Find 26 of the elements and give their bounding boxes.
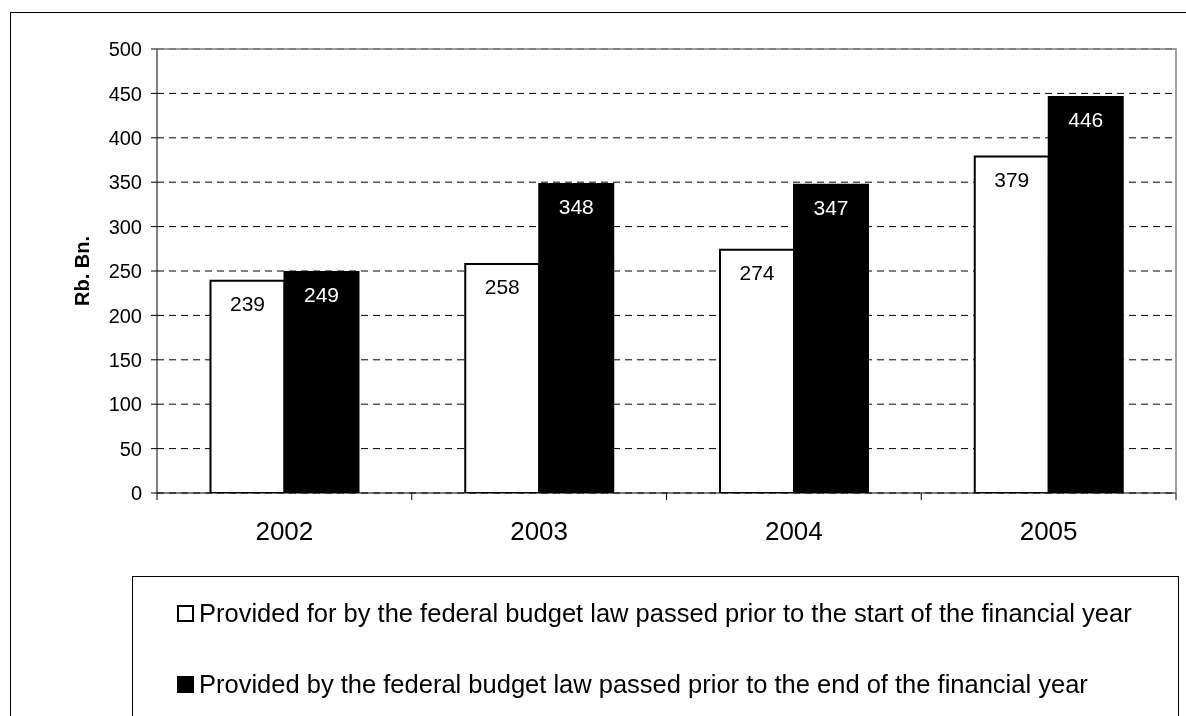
- y-tick-label: 350: [108, 171, 142, 194]
- data-label: 347: [813, 196, 849, 220]
- data-label: 446: [1068, 108, 1104, 132]
- y-tick-label: 100: [108, 393, 142, 416]
- y-tick-label: 500: [108, 38, 142, 61]
- y-tick-label: 200: [108, 304, 142, 327]
- data-label: 379: [994, 167, 1030, 191]
- x-tick-label: 2005: [1019, 516, 1078, 547]
- legend-label: Provided by the federal budget law passed prior to the end of the financial year: [199, 669, 1088, 699]
- x-tick-label: 2004: [764, 516, 823, 547]
- y-tick-label: 400: [108, 126, 142, 149]
- data-label: 249: [303, 283, 340, 307]
- data-label: 348: [558, 195, 594, 219]
- y-tick-label: 0: [130, 482, 142, 505]
- data-label: 239: [229, 292, 266, 316]
- data-label: 258: [484, 275, 520, 299]
- x-tick-label: 2003: [510, 516, 569, 547]
- y-tick-label: 150: [108, 348, 142, 371]
- data-label: 274: [739, 261, 775, 285]
- y-tick-label: 450: [108, 82, 142, 105]
- x-tick-label: 2002: [255, 516, 314, 547]
- y-axis-title: Rb. Bn.: [71, 236, 93, 306]
- y-tick-label: 300: [108, 215, 142, 238]
- y-tick-label: 50: [119, 437, 142, 460]
- y-tick-label: 250: [108, 260, 142, 283]
- legend-label: Provided for by the federal budget law passed prior to the start of the financial year: [199, 598, 1132, 628]
